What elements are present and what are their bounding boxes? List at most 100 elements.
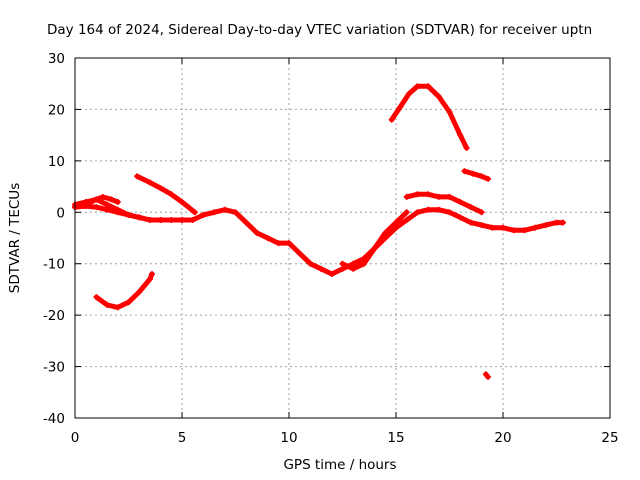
data-point — [253, 229, 260, 236]
data-point — [114, 199, 121, 205]
x-tick-label: 15 — [387, 430, 404, 446]
data-point — [296, 250, 303, 257]
data-point — [221, 206, 228, 213]
data-point — [397, 103, 404, 110]
data-point — [467, 204, 474, 211]
y-tick-label: -40 — [43, 411, 65, 427]
data-point — [405, 91, 412, 97]
data-point — [467, 219, 474, 226]
data-point — [104, 201, 111, 208]
data-point — [125, 299, 132, 306]
data-point — [371, 245, 378, 252]
series-secondary-dip — [339, 209, 410, 272]
y-tick-label: -10 — [43, 257, 65, 273]
data-point — [435, 93, 442, 100]
data-point — [446, 109, 453, 115]
data-point — [414, 191, 421, 198]
data-point — [275, 240, 282, 247]
data-point — [485, 175, 492, 182]
data-point — [559, 219, 566, 226]
x-tick-label: 5 — [178, 430, 187, 446]
data-point — [232, 209, 239, 216]
data-point — [307, 260, 314, 267]
grid — [75, 58, 610, 418]
data-point — [463, 145, 470, 151]
series-lower-branch-left — [72, 203, 196, 223]
data-point — [485, 373, 492, 380]
series-low-arc — [93, 271, 156, 311]
data-point — [403, 209, 410, 216]
data-point — [243, 219, 250, 226]
data-point — [104, 206, 111, 213]
data-point — [134, 173, 141, 180]
data-point — [191, 209, 198, 216]
x-axis-label: GPS time / hours — [283, 457, 396, 473]
data-point — [179, 217, 185, 223]
data-point — [108, 196, 115, 203]
data-point — [425, 83, 432, 90]
data-point — [149, 271, 156, 277]
data-point — [114, 209, 121, 216]
data-point — [125, 211, 132, 218]
data-point — [136, 289, 143, 295]
data-point — [146, 179, 153, 186]
data-point — [478, 222, 485, 229]
data-point — [521, 227, 528, 234]
data-point — [360, 260, 367, 267]
data-point — [157, 185, 164, 192]
data-point — [532, 224, 539, 231]
series-line — [462, 168, 491, 182]
data-point — [200, 211, 207, 218]
y-tick-label: -30 — [43, 360, 65, 376]
data-point — [500, 224, 506, 231]
data-point — [339, 260, 346, 267]
data-point — [93, 294, 100, 301]
data-point — [328, 271, 335, 277]
data-point — [470, 170, 477, 177]
chart-title: Day 164 of 2024, Sidereal Day-to-day VTE… — [47, 22, 592, 38]
data-point — [286, 240, 292, 247]
data-point — [457, 132, 464, 139]
series-outlier — [482, 371, 492, 380]
data-point — [179, 199, 185, 205]
x-tick-label: 10 — [280, 430, 297, 446]
data-point — [350, 260, 357, 267]
data-point — [99, 193, 106, 200]
plot-frame — [74, 57, 611, 419]
data-point — [457, 214, 464, 221]
data-point — [185, 204, 192, 211]
data-point — [446, 209, 453, 216]
data-point — [457, 199, 464, 205]
series-short-segment — [461, 168, 492, 182]
data-point — [403, 193, 410, 200]
data-point — [168, 191, 175, 198]
data-point — [393, 219, 399, 226]
data-point — [446, 193, 453, 200]
data-point — [189, 217, 196, 223]
data-point — [414, 209, 421, 216]
data-point — [82, 203, 89, 210]
data-point — [318, 265, 325, 272]
data-point — [93, 196, 100, 203]
data-point — [382, 229, 389, 236]
data-point — [211, 209, 218, 216]
y-tick-label: 10 — [48, 154, 65, 170]
data-point — [414, 83, 421, 90]
data-point — [403, 217, 410, 223]
data-point — [168, 217, 175, 223]
data-point — [542, 222, 549, 229]
series-upper-plateau — [403, 191, 485, 216]
data-point — [157, 217, 164, 223]
data-point — [553, 219, 560, 226]
data-point — [114, 304, 121, 311]
data-point — [425, 206, 432, 213]
data-point — [510, 227, 517, 234]
data-point — [478, 209, 485, 216]
x-tick-label: 0 — [71, 430, 80, 446]
y-tick-label: 30 — [48, 51, 65, 67]
data-point — [136, 214, 143, 221]
data-point — [489, 224, 496, 231]
y-axis-label: SDTVAR / TECUs — [7, 183, 23, 293]
y-tick-label: -20 — [43, 308, 65, 324]
